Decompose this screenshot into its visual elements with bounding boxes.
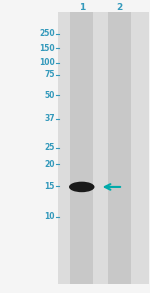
Text: 25: 25 <box>44 144 55 152</box>
Text: 100: 100 <box>39 59 55 67</box>
Text: 250: 250 <box>39 29 55 38</box>
Text: 75: 75 <box>44 70 55 79</box>
Text: 50: 50 <box>44 91 55 100</box>
Text: 1: 1 <box>79 3 85 12</box>
Text: 10: 10 <box>44 212 55 221</box>
Bar <box>70 12 93 284</box>
Text: 2: 2 <box>116 3 122 12</box>
Text: 37: 37 <box>44 114 55 123</box>
Text: 20: 20 <box>44 160 55 168</box>
Ellipse shape <box>69 182 94 192</box>
Text: 15: 15 <box>44 182 55 190</box>
Text: 150: 150 <box>39 44 55 53</box>
Bar <box>58 12 149 284</box>
Bar <box>108 12 131 284</box>
